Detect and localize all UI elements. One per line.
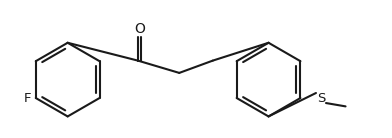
Text: F: F <box>24 91 31 104</box>
Text: O: O <box>134 22 145 36</box>
Text: S: S <box>317 91 325 104</box>
